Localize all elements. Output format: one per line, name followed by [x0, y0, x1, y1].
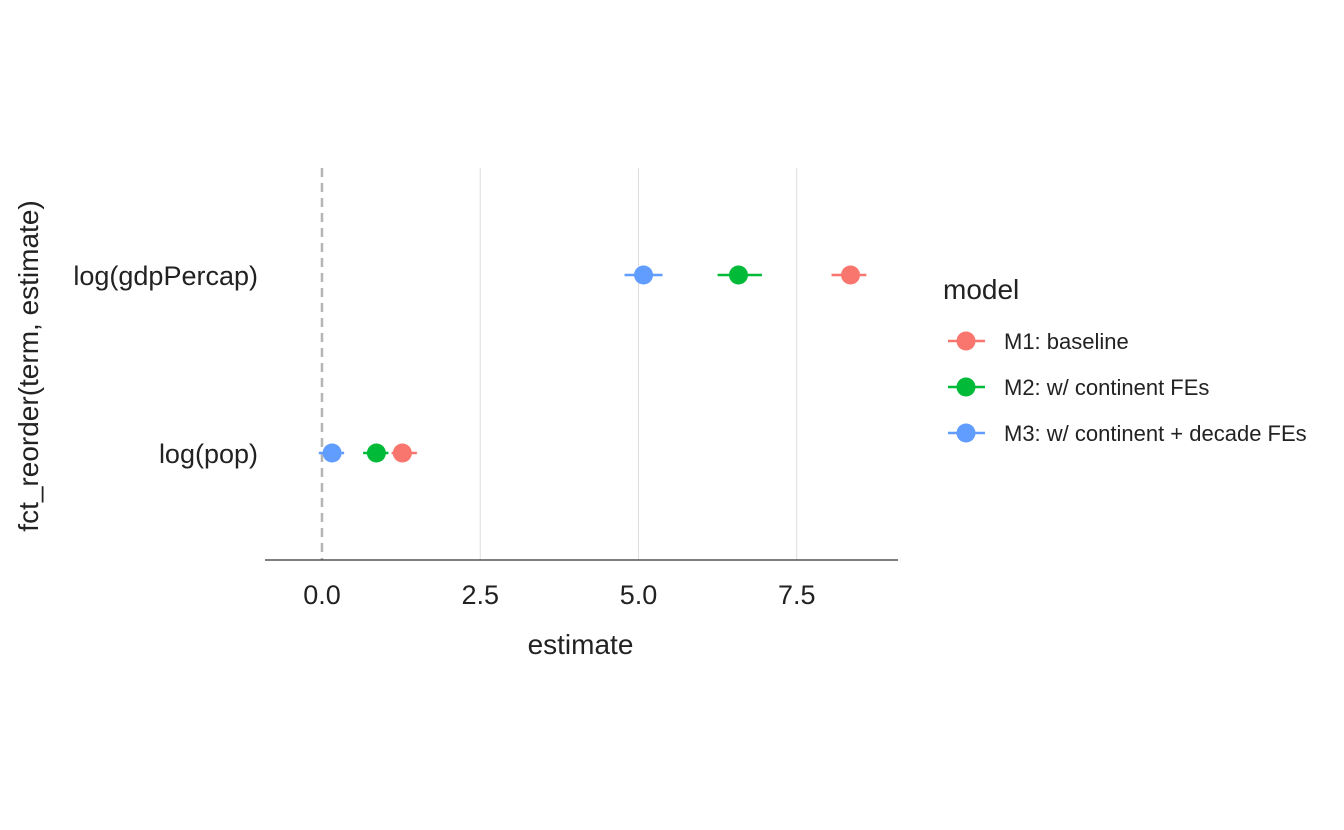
legend-key-point	[956, 423, 976, 443]
y-tick-labels: log(pop) log(gdpPercap)	[73, 261, 258, 469]
point-estimate	[322, 443, 342, 463]
legend-key-point	[956, 331, 976, 351]
legend-label: M1: baseline	[1004, 329, 1129, 354]
point-estimate	[634, 265, 654, 285]
point-estimate	[366, 443, 386, 463]
point-estimate	[841, 265, 861, 285]
legend: M1: baseline M2: w/ continent FEs M3: w/ c…	[948, 329, 1307, 446]
x-tick-label: 2.5	[461, 580, 499, 610]
x-axis-title: estimate	[528, 629, 634, 660]
y-tick-label: log(pop)	[159, 439, 258, 469]
plot-marks	[318, 265, 867, 463]
x-tick-label: 0.0	[303, 580, 341, 610]
y-tick-label: log(gdpPercap)	[73, 261, 258, 291]
legend-title: model	[943, 274, 1019, 305]
x-tick-labels: 0.0 2.5 5.0 7.5	[303, 580, 815, 610]
point-estimate	[392, 443, 412, 463]
legend-key-point	[956, 377, 976, 397]
gridlines	[479, 168, 798, 560]
legend-label: M3: w/ continent + decade FEs	[1004, 421, 1307, 446]
point-estimate	[728, 265, 748, 285]
x-tick-label: 7.5	[778, 580, 816, 610]
y-axis-title: fct_reorder(term, estimate)	[13, 200, 44, 531]
x-tick-label: 5.0	[620, 580, 658, 610]
legend-label: M2: w/ continent FEs	[1004, 375, 1209, 400]
